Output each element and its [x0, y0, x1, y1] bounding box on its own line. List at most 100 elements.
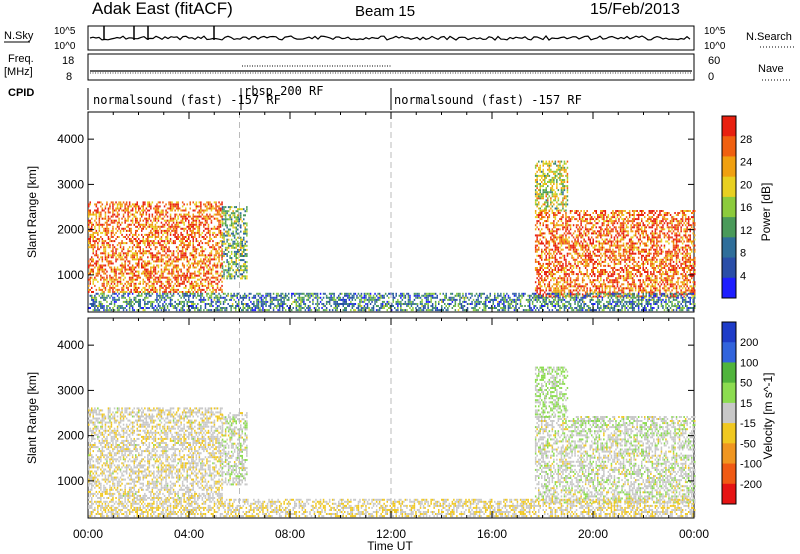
data-cell: [647, 291, 649, 294]
data-cell: [572, 285, 575, 288]
data-cell: [160, 240, 163, 243]
data-cell: [542, 295, 544, 298]
data-cell: [551, 232, 554, 235]
data-cell: [198, 278, 201, 281]
data-cell: [142, 282, 144, 285]
data-cell: [204, 264, 207, 267]
data-cell: [210, 284, 213, 287]
data-cell: [210, 219, 213, 222]
data-cell: [189, 286, 191, 289]
data-cell: [630, 275, 632, 278]
data-cell: [607, 220, 610, 223]
data-cell: [192, 231, 194, 234]
data-cell: [645, 289, 647, 292]
data-cell: [574, 281, 576, 284]
data-cell: [624, 236, 626, 239]
data-cell: [241, 269, 243, 272]
data-cell: [653, 224, 655, 227]
data-cell: [656, 258, 658, 261]
data-cell: [578, 218, 581, 221]
data-cell: [675, 252, 678, 255]
data-cell: [569, 248, 572, 251]
data-cell: [653, 244, 655, 247]
data-cell: [569, 252, 572, 255]
data-cell: [622, 254, 625, 257]
data-cell: [177, 264, 179, 267]
data-cell: [610, 267, 613, 269]
data-cell: [88, 240, 90, 243]
data-cell: [606, 242, 608, 245]
data-cell: [195, 291, 198, 293]
data-cell: [656, 226, 658, 229]
data-cell: [686, 285, 688, 288]
data-cell: [565, 226, 567, 229]
data-cell: [554, 236, 557, 239]
data-cell: [175, 284, 178, 287]
data-cell: [534, 281, 537, 284]
data-cell: [612, 210, 614, 212]
data-cell: [574, 244, 576, 247]
data-cell: [237, 208, 239, 211]
data-cell: [562, 264, 564, 267]
data-cell: [223, 269, 225, 272]
data-cell: [204, 254, 207, 257]
data-cell: [154, 231, 157, 234]
data-cell: [240, 236, 242, 239]
data-cell: [597, 285, 599, 288]
data-cell: [538, 214, 540, 216]
data-cell: [544, 258, 546, 261]
data-cell: [647, 220, 649, 223]
data-cell: [135, 205, 137, 208]
data-cell: [650, 291, 652, 294]
data-cell: [539, 277, 541, 280]
data-cell: [548, 242, 551, 245]
data-cell: [119, 246, 122, 249]
data-cell: [135, 207, 137, 210]
data-cell: [180, 231, 182, 234]
data-cell: [165, 286, 167, 289]
data-cell: [91, 236, 93, 238]
data-cell: [603, 279, 605, 282]
data-cell: [659, 234, 661, 237]
data-cell: [568, 262, 570, 265]
data-cell: [185, 286, 187, 289]
data-cell: [665, 269, 667, 271]
data-cell: [169, 207, 172, 210]
data-cell: [209, 278, 211, 281]
data-cell: [660, 262, 663, 265]
data-cell: [122, 288, 125, 291]
data-cell: [613, 216, 616, 219]
data-cell: [147, 260, 149, 263]
data-cell: [580, 260, 582, 263]
data-cell: [150, 225, 152, 228]
data-cell: [633, 214, 635, 216]
data-cell: [625, 271, 628, 273]
data-cell: [203, 270, 205, 273]
data-cell: [591, 244, 593, 247]
data-cell: [612, 281, 614, 284]
data-cell: [212, 266, 214, 269]
data-cell: [597, 254, 599, 257]
data-cell: [195, 284, 198, 287]
data-cell: [177, 278, 179, 281]
data-cell: [219, 286, 222, 289]
data-cell: [138, 223, 140, 226]
data-cell: [125, 203, 128, 206]
data-cell: [124, 205, 126, 208]
data-cell: [628, 254, 631, 257]
data-cell: [654, 236, 657, 239]
data-cell: [575, 264, 578, 267]
data-cell: [665, 250, 667, 253]
data-cell: [113, 252, 116, 255]
data-cell: [683, 271, 685, 273]
data-cell: [686, 260, 688, 263]
data-cell: [210, 252, 213, 255]
data-cell: [680, 236, 682, 239]
data-cell: [209, 205, 211, 208]
data-cell: [197, 262, 199, 265]
data-cell: [128, 238, 131, 240]
data-cell: [136, 201, 138, 204]
data-cell: [212, 268, 214, 271]
data-cell: [204, 223, 207, 226]
data-cell: [662, 279, 664, 282]
